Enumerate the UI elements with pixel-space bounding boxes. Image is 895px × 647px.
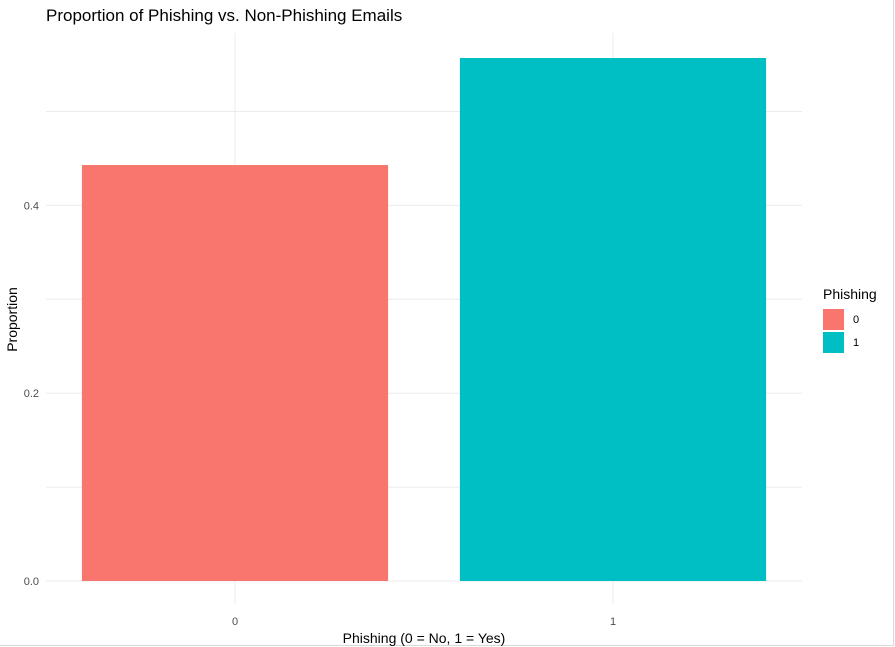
legend-item-1: 1 <box>823 331 877 354</box>
chart-title: Proportion of Phishing vs. Non-Phishing … <box>46 6 403 25</box>
legend-label: 0 <box>853 313 860 326</box>
y-axis-title: Proportion <box>4 287 20 352</box>
bar-1 <box>459 58 767 581</box>
legend-swatch <box>823 332 844 353</box>
y-tick-label: 0.2 <box>24 388 39 400</box>
legend-item-0: 0 <box>823 308 877 331</box>
legend-title: Phishing <box>823 286 877 302</box>
y-tick-label: 0.4 <box>24 200 39 212</box>
bars <box>81 58 767 581</box>
y-tick-labels: 0.0 0.2 0.4 <box>24 200 39 588</box>
x-tick-label: 0 <box>232 616 238 628</box>
bar-0 <box>81 165 389 581</box>
x-axis-title: Phishing (0 = No, 1 = Yes) <box>343 630 506 646</box>
y-tick-label: 0.0 <box>24 576 39 588</box>
legend-swatch <box>823 309 844 330</box>
x-tick-label: 1 <box>610 616 616 628</box>
legend-label: 1 <box>853 336 860 349</box>
